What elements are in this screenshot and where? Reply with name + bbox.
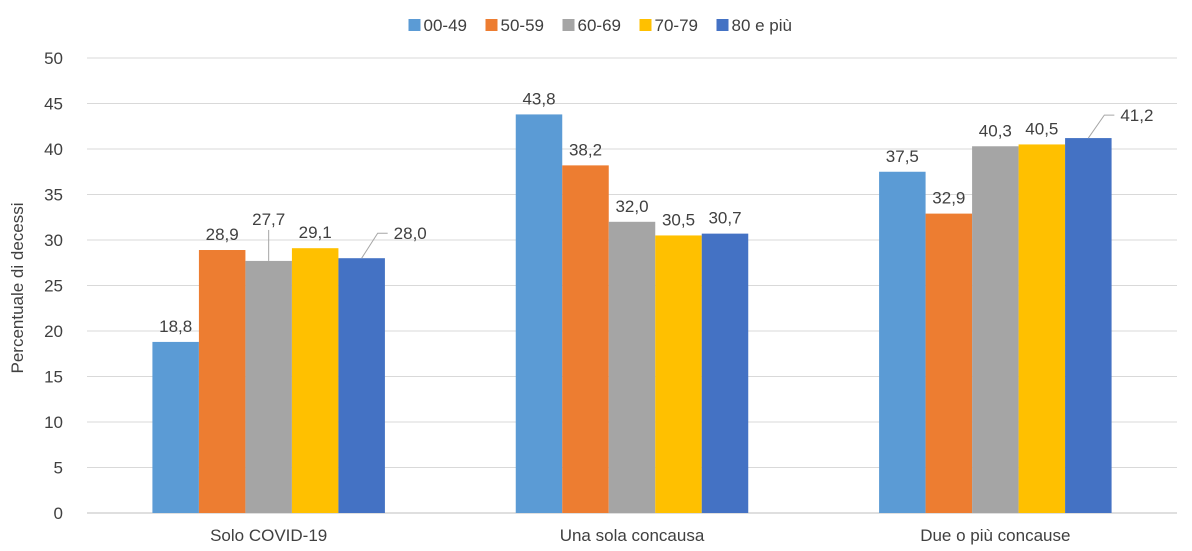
y-tick-label: 40 [44, 140, 63, 159]
legend-swatch [408, 19, 421, 31]
y-axis-ticks: 0 5 10 15 20 25 30 35 40 45 50 [44, 49, 63, 523]
data-label: 28,0 [394, 224, 427, 243]
data-label: 32,9 [932, 189, 965, 208]
legend-swatch [562, 19, 575, 31]
bar [879, 171, 926, 513]
bar [338, 258, 385, 513]
legend-swatch [639, 19, 652, 31]
bar [1065, 138, 1112, 513]
legend-label: 70-79 [655, 16, 698, 35]
x-category-label: Solo COVID-19 [210, 526, 327, 545]
y-tick-label: 35 [44, 186, 63, 205]
data-label: 37,5 [886, 147, 919, 166]
data-label: 30,5 [662, 210, 695, 229]
data-label: 40,5 [1025, 119, 1058, 138]
bar [701, 233, 749, 513]
y-tick-label: 20 [44, 322, 63, 341]
legend-label: 50-59 [501, 16, 544, 35]
x-category-label: Due o più concause [920, 526, 1070, 545]
bar [972, 146, 1019, 513]
data-label: 18,8 [159, 317, 192, 336]
legend: 00-49 50-59 60-69 70-79 80 e più [408, 16, 793, 35]
bars [152, 114, 1112, 514]
legend-label: 80 e più [732, 16, 793, 35]
bar [562, 165, 609, 513]
data-label: 32,0 [615, 197, 648, 216]
bar [198, 250, 246, 513]
data-labels: 18,8 28,9 27,7 29,1 28,0 43,8 38,2 32,0 30,5 30,7… [159, 89, 1153, 336]
data-label: 43,8 [522, 89, 555, 108]
bar [925, 213, 973, 514]
data-label: 29,1 [299, 223, 332, 242]
y-tick-label: 30 [44, 231, 63, 250]
bar [515, 114, 563, 514]
y-tick-label: 0 [54, 504, 63, 523]
data-label: 38,2 [569, 140, 602, 159]
y-tick-label: 10 [44, 413, 63, 432]
y-tick-label: 25 [44, 277, 63, 296]
y-tick-label: 5 [54, 459, 63, 478]
y-tick-label: 45 [44, 95, 63, 114]
y-tick-label: 50 [44, 49, 63, 68]
y-axis-label: Percentuale di decessi [8, 202, 27, 373]
data-label: 40,3 [979, 121, 1012, 140]
bar [245, 260, 292, 513]
data-label: 30,7 [708, 209, 741, 228]
x-axis-categories: Solo COVID-19 Una sola concausa Due o più … [210, 526, 1070, 545]
bar [291, 248, 339, 513]
legend-label: 60-69 [578, 16, 621, 35]
data-label: 27,7 [252, 210, 285, 229]
bar [655, 235, 702, 513]
data-label: 28,9 [206, 225, 239, 244]
bar [152, 341, 199, 513]
y-tick-label: 15 [44, 368, 63, 387]
leader-lines [268, 114, 1115, 261]
x-category-label: Una sola concausa [560, 526, 705, 545]
bar [1018, 144, 1066, 513]
bar [608, 221, 656, 514]
leader-line [1087, 114, 1115, 139]
legend-label: 00-49 [424, 16, 467, 35]
leader-line [361, 232, 388, 259]
data-label: 41,2 [1120, 106, 1153, 125]
legend-swatch [716, 19, 729, 31]
legend-swatch [485, 19, 498, 31]
